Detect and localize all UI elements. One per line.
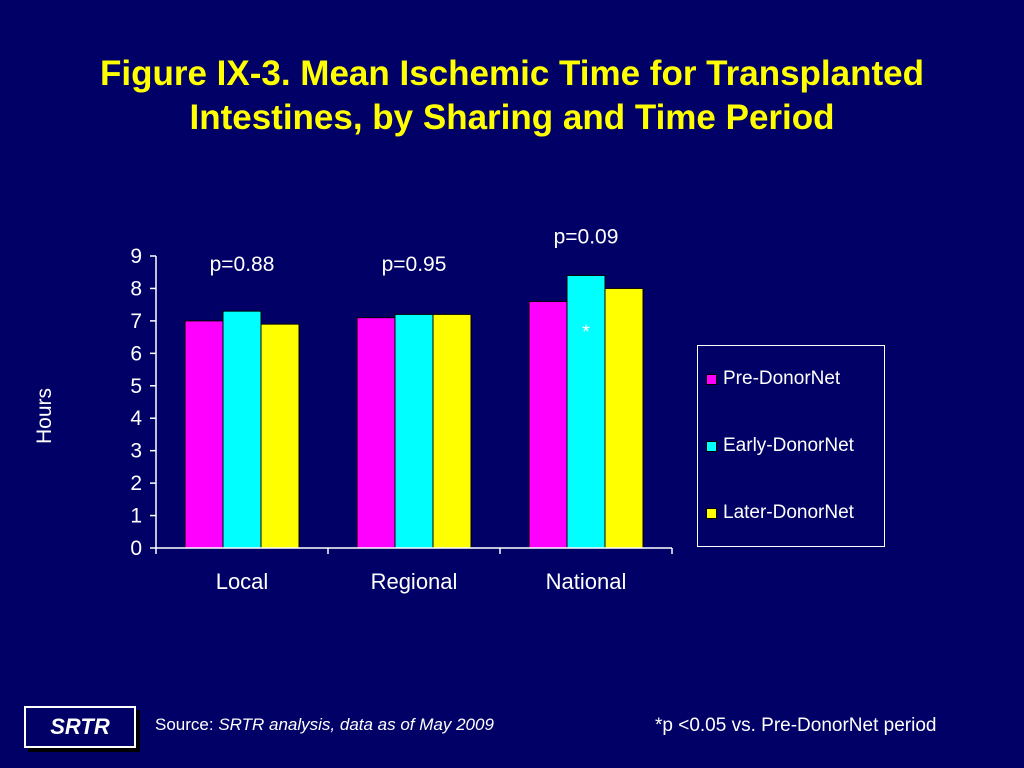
legend-item: Later-DonorNet xyxy=(706,502,854,524)
legend-swatch xyxy=(706,373,717,385)
y-tick-label: 4 xyxy=(130,407,142,430)
chart-title: Figure IX-3. Mean Ischemic Time for Tran… xyxy=(20,52,1004,140)
y-tick-label: 5 xyxy=(130,375,142,398)
y-tick-label: 8 xyxy=(130,277,142,300)
y-tick-label: 0 xyxy=(130,537,142,560)
x-tick-label: Regional xyxy=(371,569,458,594)
bar-national-pre-donornet xyxy=(528,300,568,549)
chart-legend: Pre-DonorNet Early-DonorNet Later-DonorNet xyxy=(697,345,885,547)
bar-local-later-donornet xyxy=(260,323,300,549)
bar-national-later-donornet xyxy=(604,287,644,549)
source-label: Source: xyxy=(155,715,219,734)
bar-regional-pre-donornet xyxy=(356,317,396,549)
chart-title-line-2: Intestines, by Sharing and Time Period xyxy=(189,98,835,137)
p-value-annotation: p=0.95 xyxy=(382,253,447,276)
y-tick-label: 7 xyxy=(130,310,142,333)
legend-item: Early-DonorNet xyxy=(706,435,854,457)
y-tick-label: 1 xyxy=(130,505,142,528)
bar-national-early-donornet xyxy=(566,274,606,549)
significance-mark: * xyxy=(582,321,590,343)
y-tick-label: 9 xyxy=(130,245,142,268)
bar-local-early-donornet xyxy=(222,310,262,549)
bar-regional-later-donornet xyxy=(432,313,472,549)
p-value-annotation: p=0.88 xyxy=(210,253,275,276)
y-tick-label: 6 xyxy=(130,342,142,365)
p-value-annotation: p=0.09 xyxy=(554,225,619,248)
x-tick-label: National xyxy=(546,569,627,594)
legend-label: Later-DonorNet xyxy=(723,502,854,523)
legend-swatch xyxy=(706,440,717,452)
y-tick-label: 2 xyxy=(130,472,142,495)
bar-local-pre-donornet xyxy=(184,320,224,549)
legend-swatch xyxy=(706,507,717,519)
legend-item: Pre-DonorNet xyxy=(706,368,840,390)
y-tick-label: 3 xyxy=(130,440,142,463)
legend-label: Early-DonorNet xyxy=(723,435,854,456)
bar-regional-early-donornet xyxy=(394,313,434,549)
chart-title-line-1: Figure IX-3. Mean Ischemic Time for Tran… xyxy=(99,54,925,93)
source-note: Source: SRTR analysis, data as of May 20… xyxy=(155,715,494,735)
legend-label: Pre-DonorNet xyxy=(723,368,841,389)
srtr-logo: SRTR xyxy=(24,706,136,748)
x-tick-label: Local xyxy=(216,569,269,594)
y-axis-title: Hours xyxy=(33,388,56,444)
source-value: SRTR analysis, data as of May 2009 xyxy=(218,715,494,734)
significance-footnote: *p <0.05 vs. Pre-DonorNet period xyxy=(655,715,937,736)
